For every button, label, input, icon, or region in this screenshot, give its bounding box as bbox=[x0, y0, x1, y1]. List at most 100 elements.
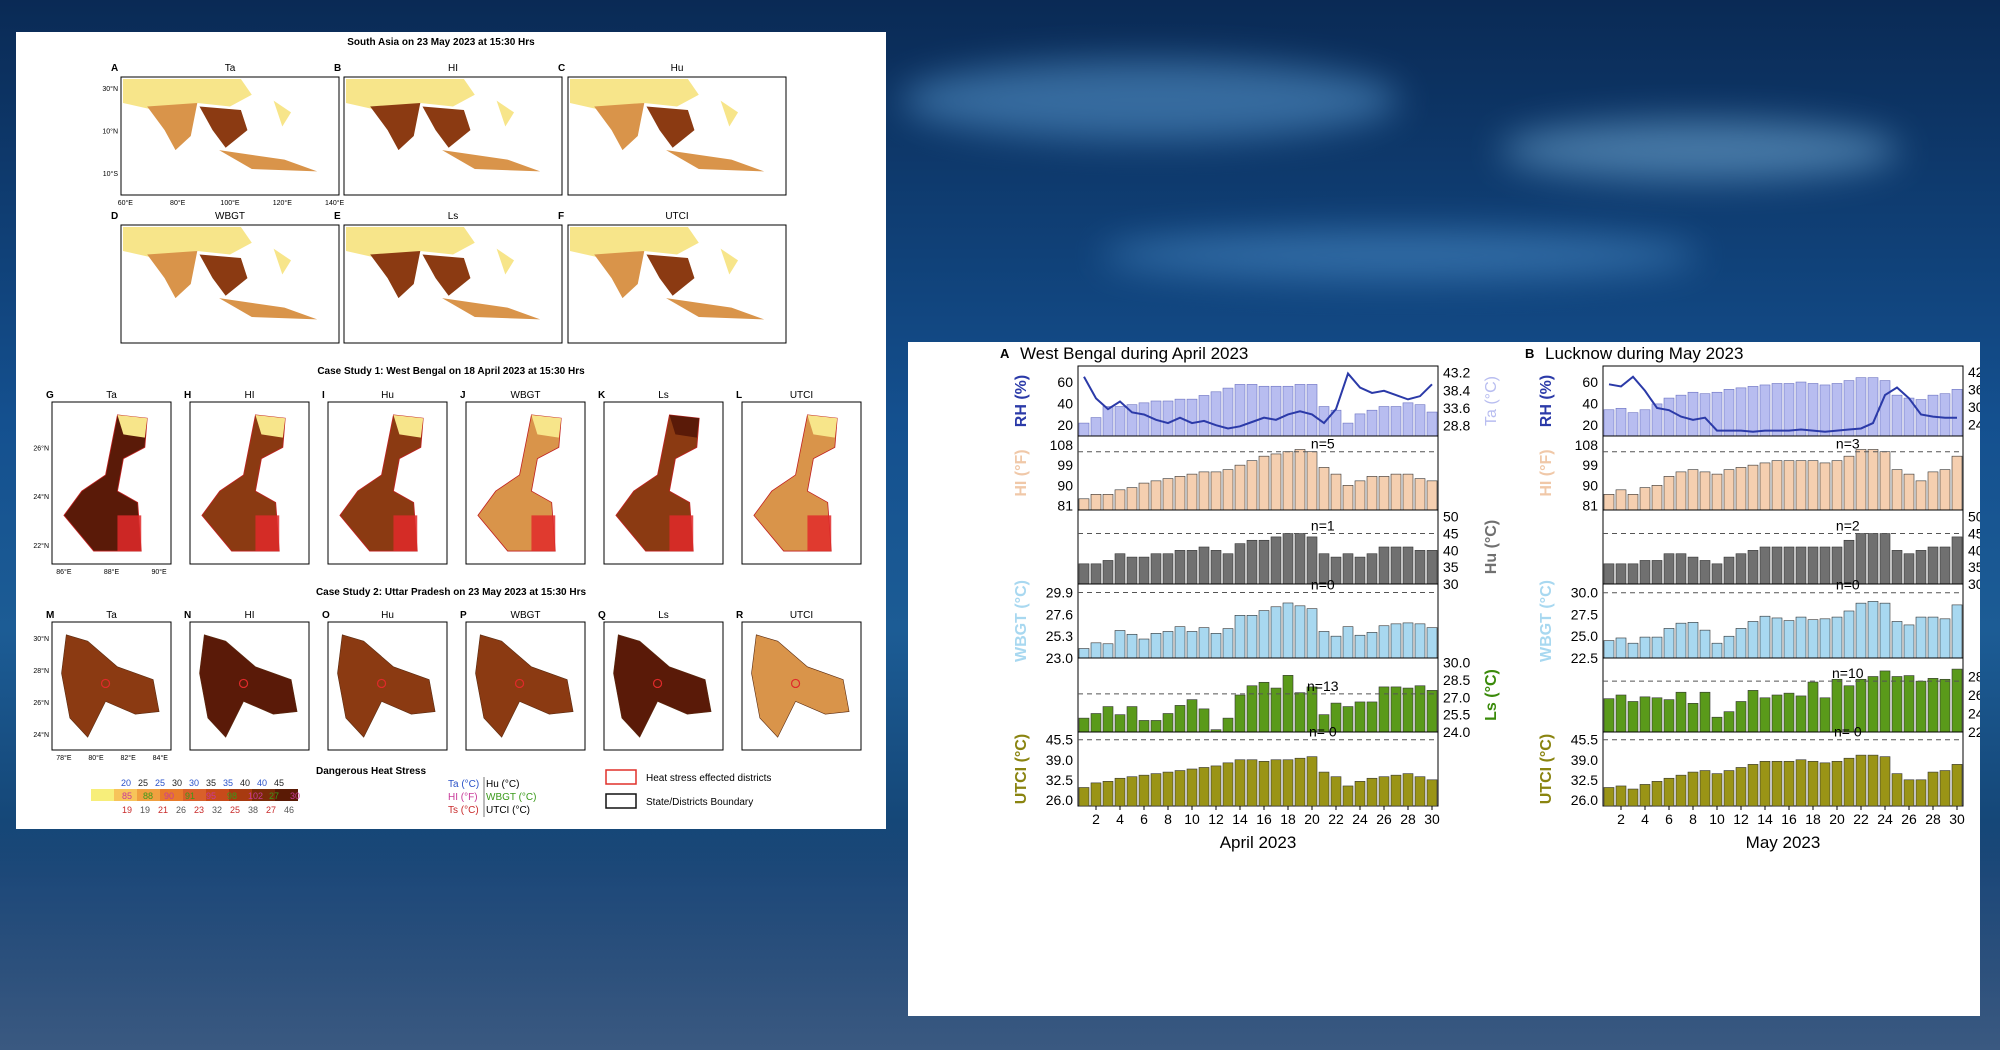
lon-tick: 88°E bbox=[104, 568, 120, 576]
hi-bar bbox=[1603, 494, 1615, 511]
legend-bottom-value: 19 bbox=[140, 805, 150, 815]
x-tick-label: 18 bbox=[1280, 811, 1296, 827]
hi-bar bbox=[1210, 471, 1222, 511]
ls-bar bbox=[1735, 701, 1747, 733]
ta-bar bbox=[1270, 385, 1282, 437]
ta-bar bbox=[1342, 422, 1354, 437]
y-tick-label: 25.0 bbox=[1571, 628, 1598, 644]
panel-label: WBGT bbox=[215, 211, 245, 222]
hi-bar bbox=[1627, 494, 1639, 511]
ta-bar bbox=[1807, 383, 1819, 437]
wbgt-bar bbox=[1126, 633, 1138, 659]
map-land-islands bbox=[219, 150, 318, 172]
y2-axis-label: Ta (°C) bbox=[1483, 376, 1500, 426]
legend-mid-value: 27 bbox=[269, 791, 279, 801]
hu-bar bbox=[1090, 563, 1102, 585]
panel-label: UTCI bbox=[790, 610, 813, 621]
y-tick-label: 30 bbox=[1443, 576, 1459, 592]
ls-bar bbox=[1819, 697, 1831, 733]
utci-bar bbox=[1102, 781, 1114, 807]
ta-bar bbox=[1198, 395, 1210, 437]
y-axis-label: Hu (°C) bbox=[1483, 520, 1500, 574]
x-tick-label: 28 bbox=[1925, 811, 1941, 827]
legend-color-swatch bbox=[275, 789, 298, 801]
utci-bar bbox=[1759, 760, 1771, 807]
time-series-figure-panel: A West Bengal during April 2023 20 40 60 43.2… bbox=[908, 342, 1984, 1016]
map-land-india bbox=[147, 250, 198, 299]
legend-top-value: 40 bbox=[257, 778, 267, 788]
utci-bar bbox=[1174, 770, 1186, 807]
north-district bbox=[669, 414, 700, 438]
legend-top-value: 35 bbox=[206, 778, 216, 788]
y-tick-label: 40 bbox=[1968, 542, 1980, 558]
state-shape bbox=[337, 634, 436, 738]
legend-bottom-value: 46 bbox=[284, 805, 294, 815]
hi-bar bbox=[1855, 449, 1867, 511]
x-tick-label: 16 bbox=[1256, 811, 1272, 827]
panel-letter: K bbox=[598, 390, 606, 401]
x-tick-label: 6 bbox=[1665, 811, 1673, 827]
hi-bar bbox=[1723, 469, 1735, 511]
legend-bottom-value: 38 bbox=[248, 805, 258, 815]
map-land-india bbox=[370, 250, 421, 299]
utci-bar bbox=[1627, 788, 1639, 807]
wbgt-bar bbox=[1222, 628, 1234, 659]
ta-bar bbox=[1759, 384, 1771, 437]
hi-bar bbox=[1186, 473, 1198, 511]
hi-bar bbox=[1699, 471, 1711, 511]
panel-letter: N bbox=[184, 610, 191, 621]
hi-bar bbox=[1771, 460, 1783, 511]
wbgt-bar bbox=[1639, 636, 1651, 659]
x-tick-label: 12 bbox=[1208, 811, 1224, 827]
ta-bar bbox=[1843, 380, 1855, 437]
ls-bar bbox=[1270, 687, 1282, 733]
y-tick-label: 23.0 bbox=[1046, 650, 1073, 666]
ls-bar bbox=[1663, 699, 1675, 733]
panel-label: WBGT bbox=[511, 610, 541, 621]
utci-bar bbox=[1390, 774, 1402, 807]
hu-bar bbox=[1795, 546, 1807, 585]
hi-bar bbox=[1651, 485, 1663, 511]
hu-bar bbox=[1771, 546, 1783, 585]
x-tick-label: 22 bbox=[1328, 811, 1344, 827]
wbgt-bar bbox=[1186, 631, 1198, 659]
ta-bar bbox=[1246, 384, 1258, 437]
legend-color-swatch bbox=[160, 789, 183, 801]
ls-bar bbox=[1078, 717, 1090, 733]
y-tick-label: 90 bbox=[1582, 477, 1598, 493]
ta-bar bbox=[1735, 387, 1747, 437]
panel-label: HI bbox=[245, 390, 255, 401]
hi-bar bbox=[1807, 460, 1819, 511]
legend-mid-value: 30 bbox=[290, 791, 300, 801]
ta-bar bbox=[1627, 412, 1639, 437]
hu-bar bbox=[1915, 550, 1927, 585]
map-land-india bbox=[594, 250, 645, 299]
hi-bar bbox=[1843, 455, 1855, 511]
utci-bar bbox=[1210, 765, 1222, 807]
hu-bar bbox=[1951, 536, 1963, 585]
hu-bar bbox=[1234, 543, 1246, 585]
utci-bar bbox=[1138, 774, 1150, 807]
legend-mid-value: 85 bbox=[122, 791, 132, 801]
wbgt-bar bbox=[1783, 620, 1795, 659]
wbgt-bar bbox=[1819, 618, 1831, 659]
hu-bar bbox=[1759, 546, 1771, 585]
lon-tick: 60°E bbox=[118, 199, 134, 207]
utci-bar bbox=[1246, 759, 1258, 807]
utci-bar bbox=[1891, 773, 1903, 807]
hu-bar bbox=[1150, 553, 1162, 585]
ta-bar bbox=[1951, 389, 1963, 437]
ta-bar bbox=[1306, 384, 1318, 437]
y-axis-label: RH (%) bbox=[1538, 375, 1555, 427]
map-figure-panel: South Asia on 23 May 2023 at 15:30 Hrs A… bbox=[16, 32, 886, 829]
state-shape bbox=[61, 634, 160, 738]
exceedance-count: n= 0 bbox=[1309, 724, 1337, 740]
lat-tick: 30°N bbox=[33, 635, 49, 643]
wbgt-bar bbox=[1090, 642, 1102, 659]
ta-bar bbox=[1354, 413, 1366, 437]
exceedance-count: n=0 bbox=[1311, 577, 1335, 593]
utci-bar bbox=[1354, 781, 1366, 807]
hi-bar bbox=[1366, 476, 1378, 511]
x-tick-label: 20 bbox=[1304, 811, 1320, 827]
utci-bar bbox=[1318, 771, 1330, 807]
